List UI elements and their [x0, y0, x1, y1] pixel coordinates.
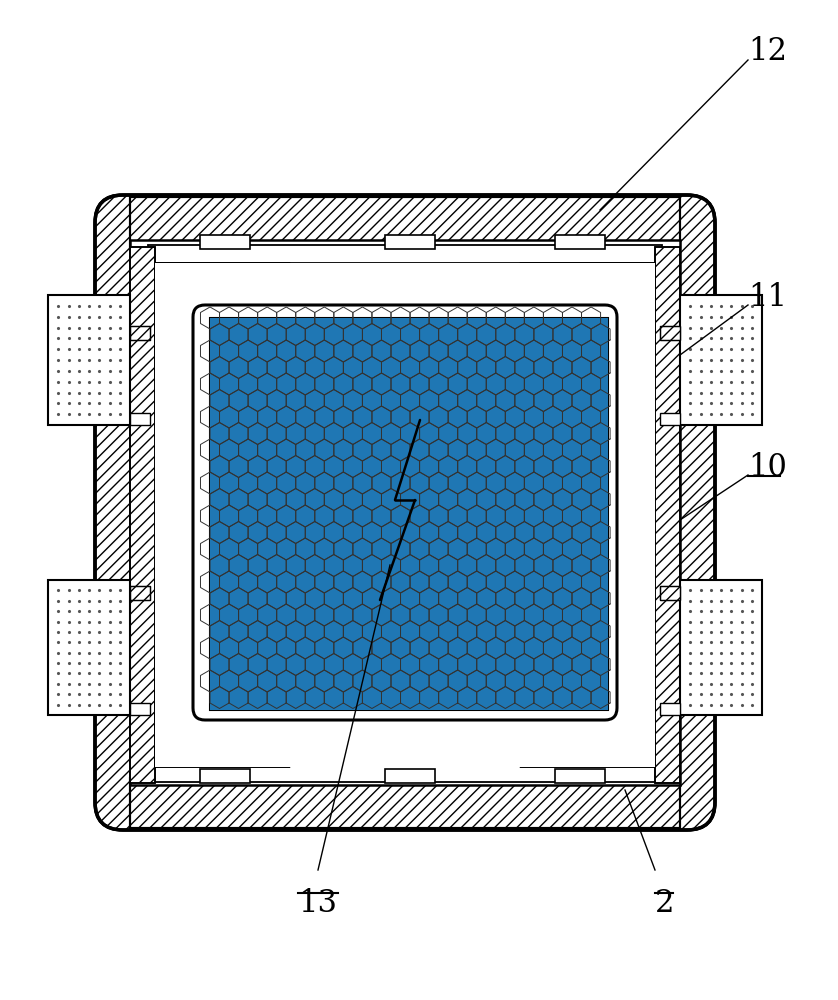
Bar	[48, 580, 130, 715]
Text: 10: 10	[748, 452, 787, 484]
Bar	[385, 235, 435, 249]
Bar	[130, 197, 680, 247]
Bar	[660, 413, 680, 425]
Bar	[130, 586, 150, 600]
Bar	[130, 413, 150, 425]
Bar	[660, 326, 680, 340]
Bar	[680, 295, 762, 425]
Bar	[130, 197, 680, 247]
Bar	[660, 703, 680, 715]
Text: 2: 2	[655, 888, 675, 919]
Bar	[130, 778, 680, 828]
Bar	[210, 318, 608, 710]
Bar	[680, 580, 762, 715]
Bar	[655, 247, 680, 783]
Polygon shape	[520, 263, 655, 378]
Bar	[130, 778, 680, 828]
Bar	[660, 326, 680, 340]
Bar	[130, 240, 680, 785]
Bar	[555, 235, 605, 249]
Bar	[210, 318, 608, 710]
Bar	[200, 769, 250, 783]
Bar	[555, 769, 605, 783]
Bar	[155, 263, 655, 767]
Bar	[130, 703, 150, 715]
Bar	[130, 326, 150, 340]
Bar	[385, 769, 435, 783]
Bar	[130, 586, 150, 600]
FancyBboxPatch shape	[95, 195, 715, 830]
Bar	[200, 235, 250, 249]
Polygon shape	[155, 652, 290, 767]
Bar	[655, 247, 680, 783]
Bar	[130, 326, 150, 340]
Bar	[48, 295, 130, 425]
Bar	[130, 247, 155, 783]
Bar	[148, 245, 662, 263]
Polygon shape	[520, 652, 655, 767]
Text: 12: 12	[748, 36, 787, 68]
Text: 11: 11	[748, 282, 787, 314]
Text: 13: 13	[298, 888, 338, 919]
Polygon shape	[155, 263, 290, 378]
FancyBboxPatch shape	[193, 305, 617, 720]
Bar	[660, 586, 680, 600]
Bar	[148, 764, 662, 782]
Bar	[130, 247, 155, 783]
Bar	[660, 586, 680, 600]
